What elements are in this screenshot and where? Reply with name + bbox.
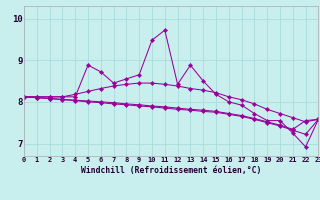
X-axis label: Windchill (Refroidissement éolien,°C): Windchill (Refroidissement éolien,°C): [81, 166, 261, 175]
